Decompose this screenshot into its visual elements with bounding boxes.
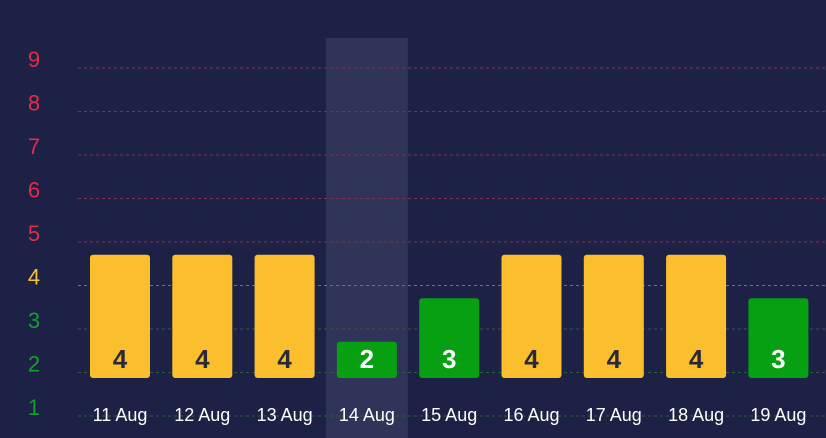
bar[interactable] bbox=[501, 254, 562, 378]
bar[interactable] bbox=[583, 254, 644, 378]
x-tick-label[interactable]: 19 Aug bbox=[750, 405, 806, 425]
x-tick-label[interactable]: 14 Aug bbox=[339, 405, 395, 425]
y-tick-label: 6 bbox=[28, 178, 40, 203]
bar[interactable] bbox=[90, 254, 150, 378]
bar-value-label: 4 bbox=[113, 344, 128, 374]
bar[interactable] bbox=[254, 254, 315, 378]
x-tick-label[interactable]: 15 Aug bbox=[421, 405, 477, 425]
bar-value-label: 4 bbox=[607, 344, 622, 374]
bar-value-label: 4 bbox=[689, 344, 704, 374]
x-tick-label[interactable]: 16 Aug bbox=[503, 405, 559, 425]
x-axis-ticks: 11 Aug 12 Aug 13 Aug 14 Aug 15 Aug 16 Aug 17 A… bbox=[93, 405, 807, 425]
x-tick-label[interactable]: 17 Aug bbox=[586, 405, 642, 425]
y-tick-label: 3 bbox=[28, 308, 40, 333]
y-tick-label: 4 bbox=[28, 265, 40, 290]
bar[interactable] bbox=[666, 254, 727, 378]
y-tick-label: 8 bbox=[28, 91, 40, 116]
bar-value-label: 2 bbox=[360, 344, 374, 374]
bar[interactable] bbox=[336, 341, 397, 378]
bar[interactable] bbox=[748, 298, 809, 378]
bar-value-label: 4 bbox=[195, 344, 210, 374]
y-tick-label: 1 bbox=[28, 395, 40, 420]
y-tick-label: 5 bbox=[28, 221, 40, 246]
bar-value-label: 4 bbox=[277, 344, 292, 374]
y-tick-label: 7 bbox=[28, 134, 40, 159]
bar-value-label: 3 bbox=[442, 344, 456, 374]
bar[interactable] bbox=[172, 254, 233, 378]
bar-value-label: 3 bbox=[771, 344, 785, 374]
bar[interactable] bbox=[419, 298, 480, 378]
bars-layer: 4 4 4 2 3 4 4 4 3 bbox=[90, 254, 809, 378]
y-axis-ticks: 1 2 3 4 5 6 7 8 9 bbox=[28, 47, 40, 420]
x-tick-label[interactable]: 13 Aug bbox=[257, 405, 313, 425]
bar-value-label: 4 bbox=[524, 344, 539, 374]
x-tick-label[interactable]: 12 Aug bbox=[174, 405, 230, 425]
y-tick-label: 9 bbox=[28, 47, 40, 72]
y-tick-label: 2 bbox=[28, 352, 40, 377]
x-tick-label[interactable]: 11 Aug bbox=[93, 405, 148, 425]
scroll-down-indicator[interactable]: ⌄ bbox=[24, 425, 42, 438]
x-tick-label[interactable]: 18 Aug bbox=[668, 405, 724, 425]
